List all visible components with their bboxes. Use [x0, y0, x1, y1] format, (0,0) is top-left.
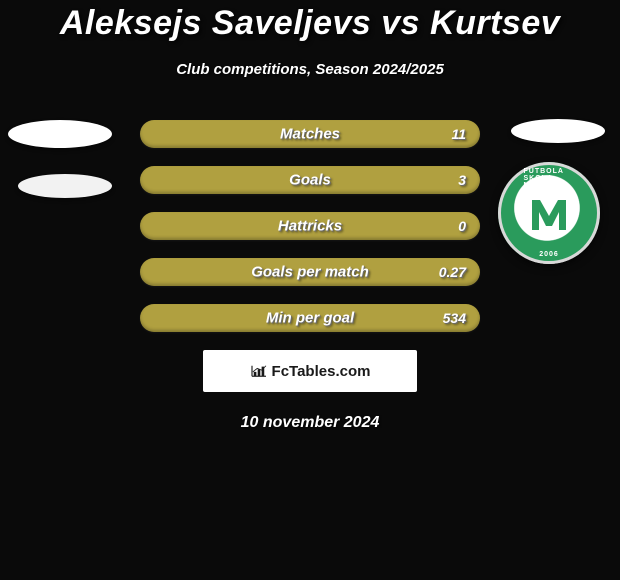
club-badge-letter-icon — [526, 190, 572, 236]
date-text: 10 november 2024 — [0, 414, 620, 432]
stat-label: Min per goal — [266, 310, 354, 327]
player-left-badge-1 — [8, 120, 112, 148]
infographic-container: Aleksejs Saveljevs vs Kurtsev Club compe… — [0, 0, 620, 432]
stat-bars: Matches 11 Goals 3 Hattricks 0 Goals per… — [140, 120, 480, 332]
stat-value: 0 — [458, 218, 466, 234]
chart-icon — [250, 364, 268, 378]
stat-value: 11 — [451, 126, 466, 142]
stat-label: Matches — [280, 126, 340, 143]
stat-label: Goals per match — [251, 264, 369, 281]
stat-label: Goals — [289, 172, 331, 189]
club-badge: FUTBOLA SKOLA METTA 2006 — [498, 162, 600, 264]
subtitle: Club competitions, Season 2024/2025 — [0, 61, 620, 78]
branding-box: FcTables.com — [203, 350, 417, 392]
club-badge-ring-bottom: 2006 — [539, 251, 559, 258]
player-right-badge-1 — [511, 119, 605, 143]
stat-bar-mpg: Min per goal 534 — [140, 304, 480, 332]
stat-bar-matches: Matches 11 — [140, 120, 480, 148]
stat-value: 0.27 — [439, 264, 466, 280]
stat-value: 3 — [458, 172, 466, 188]
player-left-badge-2 — [18, 174, 112, 198]
stat-value: 534 — [443, 310, 466, 326]
branding-text: FcTables.com — [272, 363, 371, 380]
stat-bar-goals: Goals 3 — [140, 166, 480, 194]
stat-bar-gpm: Goals per match 0.27 — [140, 258, 480, 286]
stat-bar-hattricks: Hattricks 0 — [140, 212, 480, 240]
club-badge-ring-top: FUTBOLA SKOLA METTA — [524, 168, 575, 189]
page-title: Aleksejs Saveljevs vs Kurtsev — [0, 4, 620, 43]
stat-label: Hattricks — [278, 218, 342, 235]
main-area: FUTBOLA SKOLA METTA 2006 Matches 11 Goal… — [0, 120, 620, 432]
